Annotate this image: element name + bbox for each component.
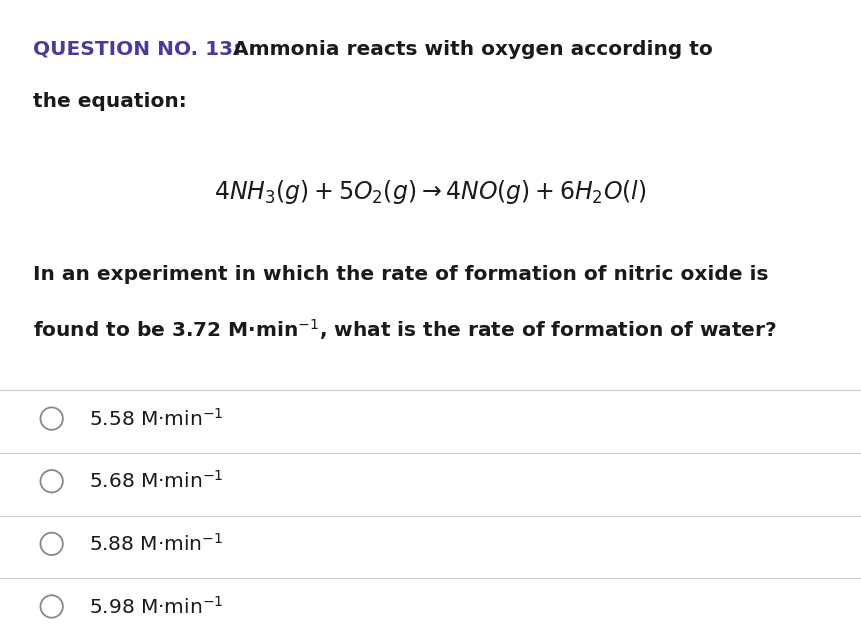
Text: 5.88 M·min$^{-1}$: 5.88 M·min$^{-1}$ xyxy=(89,533,223,555)
Text: the equation:: the equation: xyxy=(33,92,187,111)
Text: In an experiment in which the rate of formation of nitric oxide is: In an experiment in which the rate of fo… xyxy=(33,265,768,284)
Text: found to be 3.72 M·min$^{-1}$, what is the rate of formation of water?: found to be 3.72 M·min$^{-1}$, what is t… xyxy=(33,317,777,342)
Text: 5.98 M·min$^{-1}$: 5.98 M·min$^{-1}$ xyxy=(89,596,223,617)
Text: QUESTION NO. 13:: QUESTION NO. 13: xyxy=(33,40,241,59)
Text: $4NH_3(g) + 5O_2(g) \rightarrow 4NO(g) + 6H_2O(l)$: $4NH_3(g) + 5O_2(g) \rightarrow 4NO(g) +… xyxy=(214,178,647,206)
Text: 5.58 M·min$^{-1}$: 5.58 M·min$^{-1}$ xyxy=(89,408,223,429)
Text: Ammonia reacts with oxygen according to: Ammonia reacts with oxygen according to xyxy=(226,40,713,59)
Text: 5.68 M·min$^{-1}$: 5.68 M·min$^{-1}$ xyxy=(89,470,223,492)
